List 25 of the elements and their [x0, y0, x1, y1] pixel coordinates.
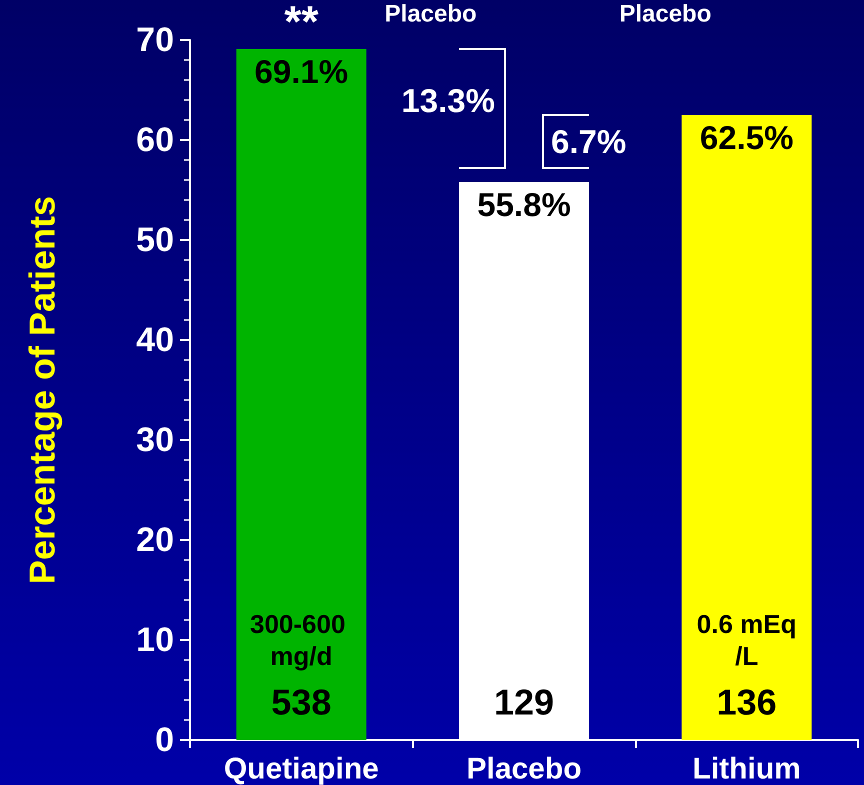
y-axis-title: Percentage of Patients [22, 196, 62, 584]
text: Placebo [619, 0, 712, 28]
y-tick-label: 70 [136, 21, 174, 59]
annotation: 538 [271, 682, 332, 722]
data-label: 62.5% [700, 119, 794, 156]
y-tick-label: 60 [136, 121, 174, 159]
data-label: 55.8% [477, 186, 571, 223]
x-tick-label: Lithium [692, 752, 801, 785]
y-tick-label: 40 [136, 321, 174, 359]
x-tick-label: Quetiapine [224, 752, 379, 785]
annotation: 300-600 mg/d [250, 609, 353, 671]
annotation: ** [284, 0, 320, 46]
text: Placebo [384, 0, 477, 28]
y-tick-label: 50 [136, 221, 174, 259]
y-tick-label: 0 [155, 721, 174, 759]
annotation: 13.3% [401, 82, 495, 119]
annotation: 129 [494, 682, 554, 722]
y-tick-label: 20 [136, 521, 174, 559]
annotation: 136 [716, 682, 777, 722]
annotation: 6.7% [551, 123, 626, 160]
y-tick-label: 30 [136, 421, 174, 459]
annotation: 0.6 mEq/L [696, 609, 797, 671]
x-tick-label: Placebo [466, 752, 582, 785]
data-label: 69.1% [254, 53, 348, 90]
y-tick-label: 10 [136, 621, 174, 659]
